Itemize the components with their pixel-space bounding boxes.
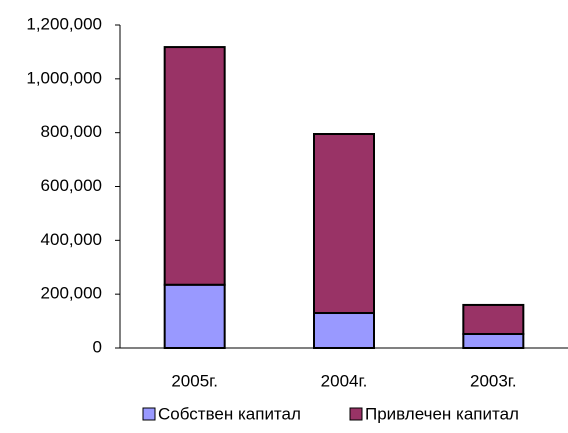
y-tick-label: 600,000 bbox=[41, 176, 102, 195]
x-tick-label: 2005г. bbox=[171, 371, 218, 390]
bar-segment bbox=[462, 333, 525, 349]
bar-segment bbox=[313, 133, 375, 315]
x-tick-label: 2003г. bbox=[470, 371, 517, 390]
bar-segment bbox=[163, 283, 226, 349]
y-tick-label: 200,000 bbox=[41, 284, 102, 303]
bar-segment bbox=[462, 303, 525, 336]
y-tick-label: 0 bbox=[93, 337, 102, 356]
y-tick-label: 800,000 bbox=[41, 122, 102, 141]
legend-swatch bbox=[349, 407, 363, 421]
y-tick-label: 400,000 bbox=[41, 230, 102, 249]
legend-label: Собствен капитал bbox=[158, 404, 301, 423]
legend-swatch bbox=[142, 407, 156, 421]
y-tick-label: 1,200,000 bbox=[26, 14, 102, 33]
legend-label: Привлечен капитал bbox=[365, 404, 519, 423]
bar-segment bbox=[313, 312, 375, 349]
bar-segment bbox=[163, 46, 226, 286]
y-tick-label: 1,000,000 bbox=[26, 68, 102, 87]
x-tick-label: 2004г. bbox=[321, 371, 368, 390]
